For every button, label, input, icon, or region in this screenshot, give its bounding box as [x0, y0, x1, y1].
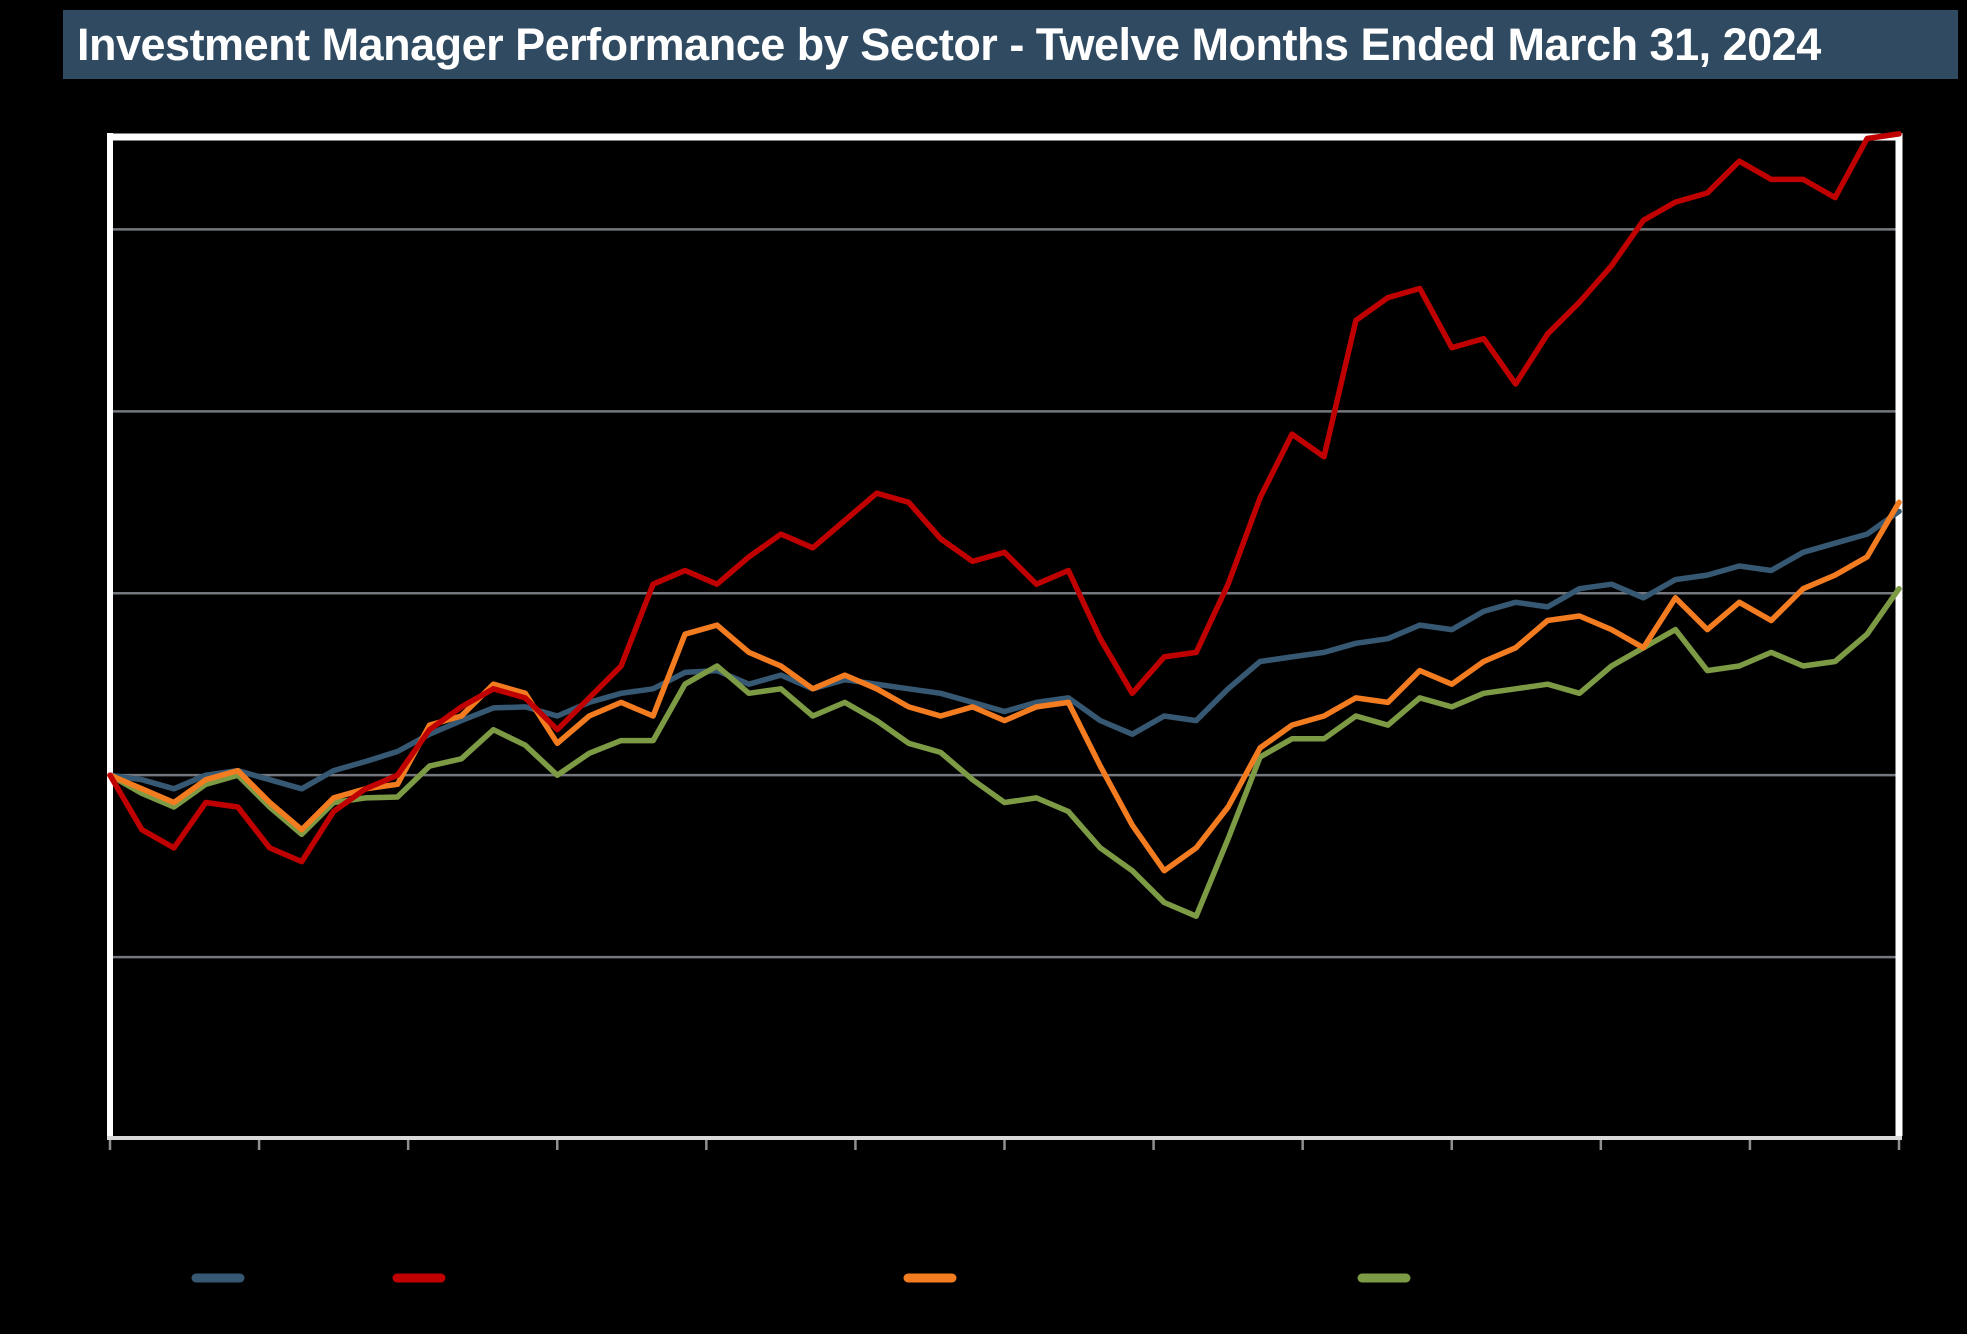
- series-line-orange: [107, 499, 1902, 874]
- page-title: Investment Manager Performance by Sector…: [77, 18, 1821, 70]
- series-line-navy: [107, 508, 1902, 792]
- series-line-olive: [107, 585, 1902, 919]
- title-bar: Investment Manager Performance by Sector…: [63, 10, 1958, 79]
- series-line-red: [107, 131, 1902, 865]
